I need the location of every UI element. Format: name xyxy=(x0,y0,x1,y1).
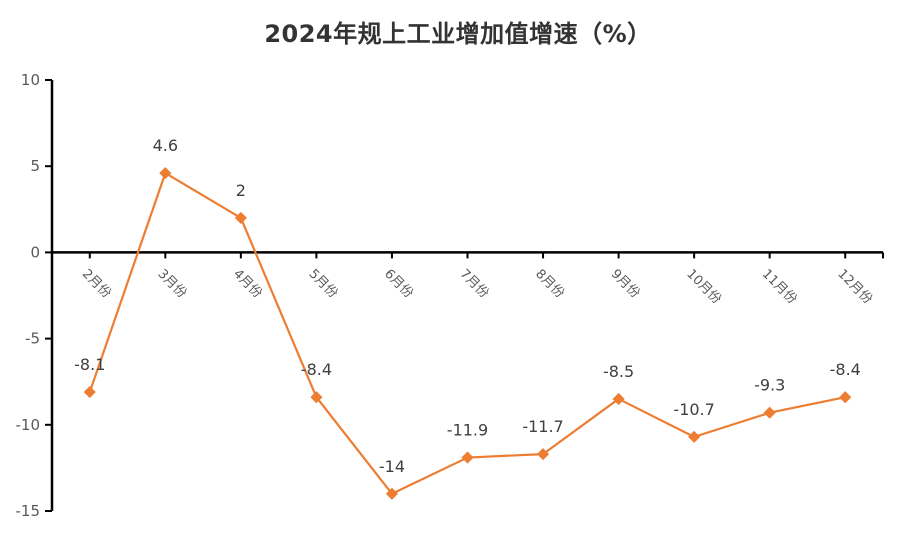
data-point-marker xyxy=(385,487,399,500)
y-tick-label: 0 xyxy=(30,243,40,261)
data-label: -11.7 xyxy=(522,417,563,436)
data-point-marker xyxy=(763,406,776,419)
data-point-marker xyxy=(688,430,701,443)
data-label: -9.3 xyxy=(754,376,785,395)
data-label: 4.6 xyxy=(153,136,178,155)
y-tick-label: 10 xyxy=(21,71,40,89)
x-tick-label: 7月份 xyxy=(457,267,492,302)
x-tick-label: 8月份 xyxy=(532,267,567,302)
data-point-marker xyxy=(83,385,96,399)
x-tick-label: 9月份 xyxy=(608,267,643,302)
data-label: -11.9 xyxy=(447,421,488,440)
x-tick-label: 10月份 xyxy=(683,267,724,308)
x-tick-label: 5月份 xyxy=(306,267,341,302)
data-label: -8.1 xyxy=(74,355,105,374)
data-label: -8.4 xyxy=(830,360,861,379)
data-point-marker xyxy=(839,391,852,404)
y-tick-label: -15 xyxy=(16,502,41,520)
data-point-marker xyxy=(461,451,474,464)
x-tick-label: 12月份 xyxy=(834,267,875,308)
data-point-marker xyxy=(536,448,550,461)
data-point-marker xyxy=(612,392,625,406)
x-tick-label: 4月份 xyxy=(230,267,265,302)
data-point-marker xyxy=(159,167,172,180)
chart-title: 2024年规上工业增加值增速（%） xyxy=(264,20,652,48)
y-tick-label: -5 xyxy=(25,330,40,348)
data-point-marker xyxy=(234,211,247,224)
y-tick-label: -10 xyxy=(16,416,41,434)
x-tick-label: 11月份 xyxy=(759,267,800,308)
series-line xyxy=(88,171,846,495)
x-tick-label: 6月份 xyxy=(381,267,416,302)
data-label: -8.5 xyxy=(603,362,634,381)
data-label: 2 xyxy=(236,181,246,200)
x-tick-label: 2月份 xyxy=(79,267,114,302)
x-tick-label: 3月份 xyxy=(154,267,189,302)
y-tick-label: 5 xyxy=(30,157,40,175)
data-label: -8.4 xyxy=(301,360,332,379)
data-point-marker xyxy=(310,391,323,404)
data-label: -14 xyxy=(379,457,405,476)
data-label: -10.7 xyxy=(673,400,714,419)
